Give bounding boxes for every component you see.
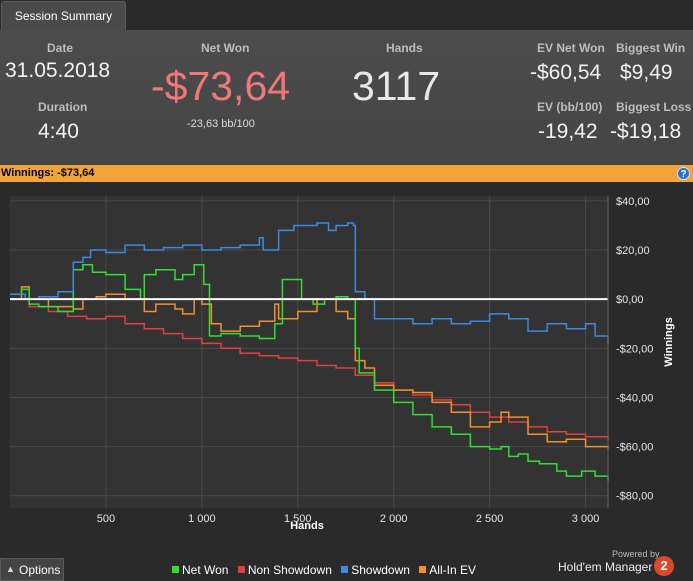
ev-net-won-value: -$60,54 xyxy=(530,61,602,84)
y-axis-label: Winnings xyxy=(663,317,675,366)
triangle-up-icon: ▲ xyxy=(6,564,15,574)
series-line-showdown xyxy=(10,222,609,344)
x-tick-label: 1 500 xyxy=(284,513,312,525)
y-tick-label: $20,00 xyxy=(616,245,650,257)
options-label: Options xyxy=(19,563,61,577)
winnings-bar: Winnings: -$73,64 ? xyxy=(0,165,693,182)
tab-session-summary[interactable]: Session Summary xyxy=(1,1,126,31)
brand-badge-icon: 2 xyxy=(654,556,674,576)
x-axis-label: Hands xyxy=(290,520,324,532)
tab-bar: Session Summary xyxy=(0,0,693,31)
legend-item-allin-ev[interactable]: All-In EV xyxy=(419,563,476,577)
series-line-all-in-ev xyxy=(10,286,609,449)
biggest-win-value: $9,49 xyxy=(620,61,673,84)
duration-label: Duration xyxy=(38,100,88,114)
brand-name: Hold'em Manager xyxy=(558,560,653,574)
powered-by-text: Powered by xyxy=(612,549,660,559)
chart-legend: Net Won Non Showdown Showdown All-In EV xyxy=(172,563,482,577)
x-tick-label: 500 xyxy=(97,513,115,525)
plot-background xyxy=(10,196,608,508)
legend-label: Non Showdown xyxy=(247,563,332,577)
x-tick-label: 3 000 xyxy=(572,513,600,525)
help-icon[interactable]: ? xyxy=(677,167,690,180)
biggest-loss-value: -$19,18 xyxy=(610,120,682,143)
legend-item-net-won[interactable]: Net Won xyxy=(172,563,228,577)
ev-net-won-label: EV Net Won xyxy=(537,41,605,55)
biggest-loss-label: Biggest Loss xyxy=(616,100,692,114)
legend-label: All-In EV xyxy=(429,563,476,577)
legend-item-showdown[interactable]: Showdown xyxy=(341,563,410,577)
date-label: Date xyxy=(47,41,74,55)
biggest-win-label: Biggest Win xyxy=(616,41,686,55)
legend-label: Showdown xyxy=(351,563,410,577)
net-won-label: Net Won xyxy=(201,41,250,55)
x-tick-label: 2 500 xyxy=(476,513,504,525)
y-tick-label: -$20,00 xyxy=(616,343,653,355)
options-button[interactable]: ▲ Options xyxy=(0,558,64,581)
winnings-chart: 500 1 000 1 500 2 000 2 500 3 000 $40,00 $20,0… xyxy=(10,196,675,532)
legend-label: Net Won xyxy=(182,563,229,577)
y-tick-label: $40,00 xyxy=(616,196,650,208)
date-value: 31.05.2018 xyxy=(5,59,111,82)
hands-label: Hands xyxy=(386,41,423,55)
series-line-non-showdown xyxy=(10,298,609,440)
net-won-value: -$73,64 xyxy=(151,63,291,109)
hands-value: 3117 xyxy=(352,63,441,109)
net-won-bb-value: -23,63 bb/100 xyxy=(187,118,255,130)
duration-value: 4:40 xyxy=(38,120,79,143)
holdem-manager-logo: Powered by Hold'em Manager 2 xyxy=(556,549,686,579)
legend-item-non-showdown[interactable]: Non Showdown xyxy=(237,563,332,577)
x-tick-label: 2 000 xyxy=(380,513,408,525)
ev-bb-value: -19,42 xyxy=(538,120,598,143)
y-tick-label: -$40,00 xyxy=(616,392,653,404)
winnings-total: Winnings: -$73,64 xyxy=(1,167,95,179)
y-tick-label: $0,00 xyxy=(616,294,644,306)
winnings-chart-area: 500 1 000 1 500 2 000 2 500 3 000 $40,00 $20,0… xyxy=(0,182,693,581)
x-tick-label: 1 000 xyxy=(188,513,216,525)
ev-bb-label: EV (bb/100) xyxy=(537,100,603,114)
y-tick-label: -$80,00 xyxy=(616,491,653,503)
y-tick-label: -$60,00 xyxy=(616,442,653,454)
session-summary-panel: Date 31.05.2018 Duration 4:40 Net Won -$… xyxy=(0,30,693,165)
